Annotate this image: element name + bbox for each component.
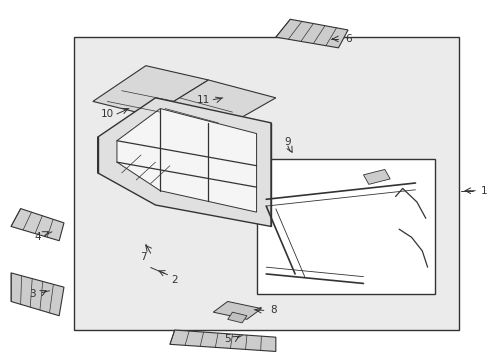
Text: 4: 4 — [34, 232, 41, 242]
Polygon shape — [275, 19, 347, 48]
Text: 9: 9 — [284, 138, 290, 148]
Polygon shape — [150, 80, 275, 134]
Polygon shape — [227, 312, 246, 323]
Text: 5: 5 — [224, 334, 230, 344]
Text: 10: 10 — [101, 109, 114, 119]
Text: 2: 2 — [171, 275, 178, 285]
Polygon shape — [98, 98, 270, 226]
Text: 11: 11 — [197, 95, 210, 105]
Text: 3: 3 — [29, 289, 36, 299]
Text: 8: 8 — [269, 305, 276, 315]
FancyBboxPatch shape — [256, 158, 434, 294]
Polygon shape — [107, 152, 184, 191]
Text: 6: 6 — [344, 34, 351, 44]
Polygon shape — [11, 273, 64, 316]
Polygon shape — [93, 66, 208, 116]
Text: 7: 7 — [140, 252, 146, 262]
Polygon shape — [11, 208, 64, 241]
Polygon shape — [169, 330, 275, 351]
Polygon shape — [363, 170, 389, 184]
Polygon shape — [117, 109, 256, 212]
Text: 1: 1 — [480, 186, 486, 196]
Polygon shape — [213, 301, 261, 319]
FancyBboxPatch shape — [74, 37, 458, 330]
